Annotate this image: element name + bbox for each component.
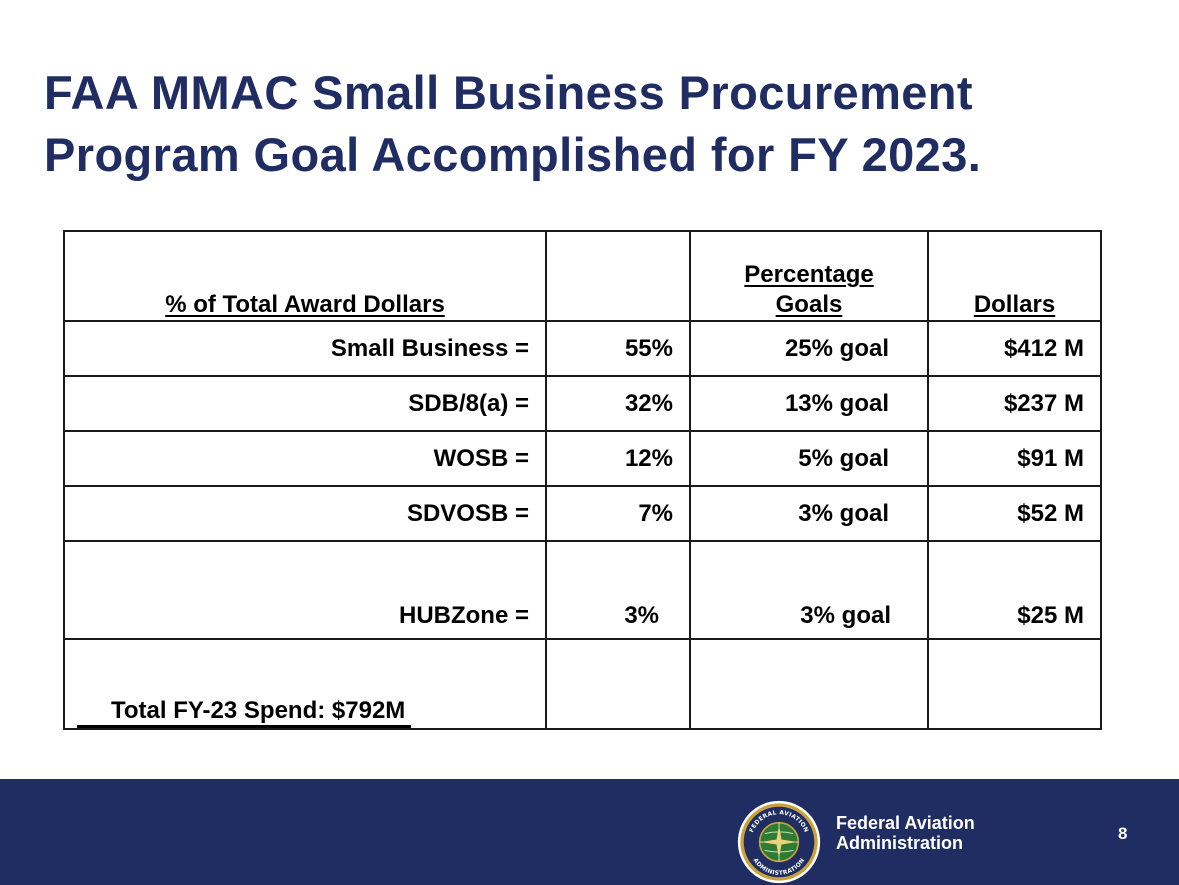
row-dollars: $25 M <box>927 540 1102 640</box>
agency-name: Federal Aviation Administration <box>836 813 975 853</box>
row-label: SDVOSB = <box>63 485 547 542</box>
slide-title-line-2: Program Goal Accomplished for FY 2023. <box>44 128 982 181</box>
faa-seal-icon: FEDERAL AVIATION ADMINISTRATION <box>737 800 821 884</box>
table-total-row: Total FY-23 Spend: $792M <box>63 638 1102 730</box>
row-goal: 25% goal <box>689 320 929 377</box>
header-goals-line-2: Goals <box>775 291 843 318</box>
total-empty-cell <box>927 638 1102 730</box>
slide-title-line-1: FAA MMAC Small Business Procurement <box>44 66 973 119</box>
table-header-row: % of Total Award Dollars Percentage Goal… <box>63 230 1102 322</box>
row-percent: 7% <box>545 485 691 542</box>
header-category-cell: % of Total Award Dollars <box>63 230 547 322</box>
row-dollars: $412 M <box>927 320 1102 377</box>
row-percent: 32% <box>545 375 691 432</box>
table-row: HUBZone = 3% 3% goal $25 M <box>63 540 1102 640</box>
small-business-goals-table: % of Total Award Dollars Percentage Goal… <box>63 230 1102 730</box>
total-cell: Total FY-23 Spend: $792M <box>63 638 547 730</box>
total-empty-cell <box>545 638 691 730</box>
row-label: HUBZone = <box>63 540 547 640</box>
row-percent: 3% <box>545 540 691 640</box>
footer-bar <box>0 779 1179 885</box>
header-dollars: Dollars <box>973 291 1056 318</box>
table-row: WOSB = 12% 5% goal $91 M <box>63 430 1102 487</box>
header-empty-cell <box>545 230 691 322</box>
row-label: Small Business = <box>63 320 547 377</box>
row-goal: 3% goal <box>689 485 929 542</box>
agency-name-line-2: Administration <box>836 833 964 853</box>
header-dollars-cell: Dollars <box>927 230 1102 322</box>
table-row: SDVOSB = 7% 3% goal $52 M <box>63 485 1102 542</box>
row-label: SDB/8(a) = <box>63 375 547 432</box>
agency-name-line-1: Federal Aviation <box>836 813 975 833</box>
header-category: % of Total Award Dollars <box>165 291 445 318</box>
row-dollars: $52 M <box>927 485 1102 542</box>
table-row: SDB/8(a) = 32% 13% goal $237 M <box>63 375 1102 432</box>
total-empty-cell <box>689 638 929 730</box>
row-goal: 5% goal <box>689 430 929 487</box>
row-dollars: $237 M <box>927 375 1102 432</box>
row-label: WOSB = <box>63 430 547 487</box>
table-row: Small Business = 55% 25% goal $412 M <box>63 320 1102 377</box>
row-dollars: $91 M <box>927 430 1102 487</box>
header-goals-line-1: Percentage <box>744 261 874 288</box>
row-percent: 12% <box>545 430 691 487</box>
slide-title: FAA MMAC Small Business Procurement Prog… <box>44 62 981 186</box>
page-number: 8 <box>1118 824 1128 843</box>
row-goal: 3% goal <box>689 540 929 640</box>
header-goals-cell: Percentage Goals <box>689 230 929 322</box>
row-percent: 55% <box>545 320 691 377</box>
row-goal: 13% goal <box>689 375 929 432</box>
total-spend: Total FY-23 Spend: $792M <box>77 697 412 727</box>
